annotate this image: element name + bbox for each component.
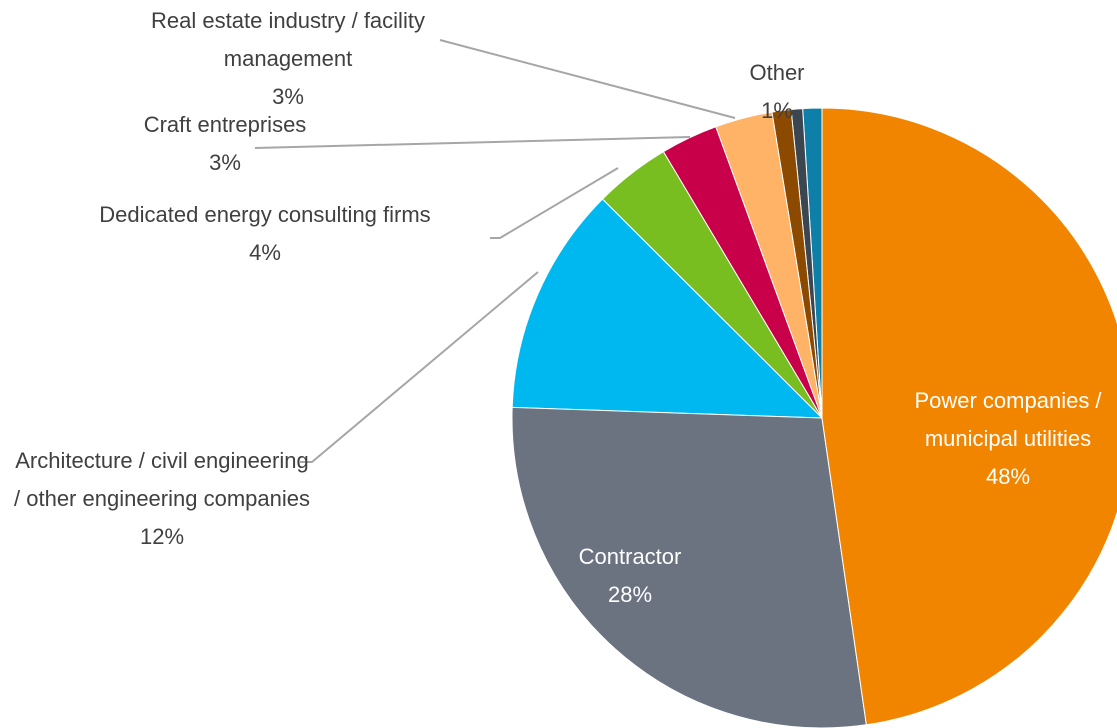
slice-label: Power companies / municipal utilities 48% bbox=[896, 382, 1117, 496]
category-label: Contractor bbox=[578, 544, 682, 569]
value-label: 12% bbox=[139, 524, 185, 549]
slice-label: Architecture / civil engineering / other… bbox=[10, 442, 315, 556]
slice-label: Other 1% bbox=[717, 54, 837, 130]
slice-label: Real estate industry / facility manageme… bbox=[88, 2, 488, 116]
leader-line bbox=[439, 39, 736, 119]
category-label: Real estate industry / facility manageme… bbox=[151, 8, 425, 71]
value-label: 1% bbox=[761, 98, 793, 123]
leader-lines bbox=[254, 39, 736, 463]
category-label: Architecture / civil engineering / other… bbox=[14, 448, 310, 511]
leader-line bbox=[300, 271, 539, 463]
pie-slice bbox=[821, 107, 1117, 726]
slice-label: Contractor 28% bbox=[520, 538, 740, 614]
pie-slice bbox=[511, 406, 867, 728]
value-label: 3% bbox=[209, 150, 241, 175]
leader-line bbox=[490, 167, 619, 239]
slice-label: Craft entreprises 3% bbox=[75, 106, 375, 182]
value-label: 28% bbox=[607, 582, 653, 607]
value-label: 48% bbox=[985, 464, 1031, 489]
leader-line bbox=[254, 136, 691, 149]
pie-slice bbox=[511, 198, 824, 419]
category-label: Power companies / municipal utilities bbox=[914, 388, 1102, 451]
category-label: Craft entreprises bbox=[143, 112, 307, 137]
slice-label: Dedicated energy consulting firms 4% bbox=[5, 196, 525, 272]
category-label: Other bbox=[749, 60, 805, 85]
value-label: 4% bbox=[249, 240, 281, 265]
value-label: 3% bbox=[272, 84, 304, 109]
category-label: Dedicated energy consulting firms bbox=[99, 202, 431, 227]
